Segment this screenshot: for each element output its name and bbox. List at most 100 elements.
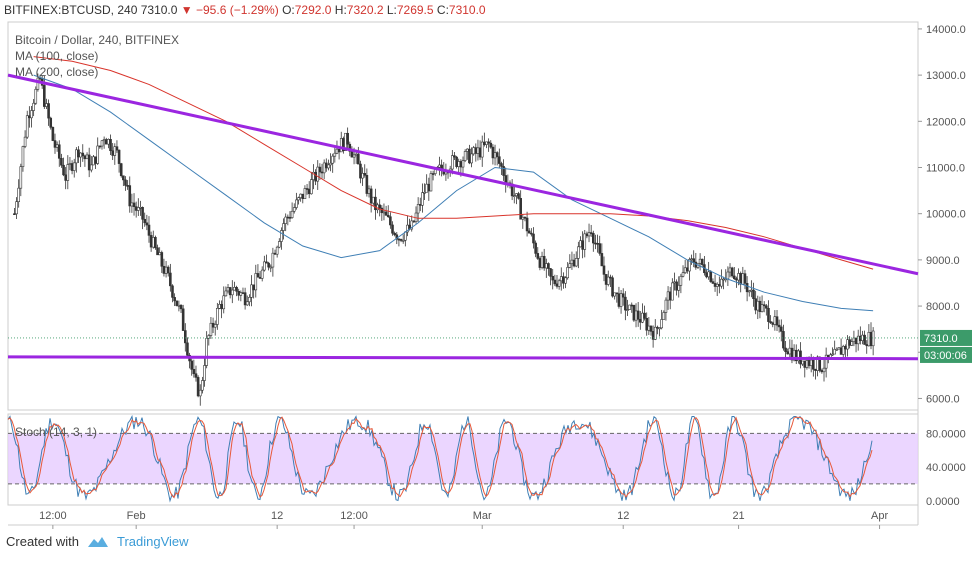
candle-body [649,325,653,332]
candle-body [867,331,871,347]
candle-body [718,283,721,287]
candle-body [645,318,649,331]
candle-body [141,207,144,220]
candle-body [583,233,587,250]
candle-body [461,160,465,168]
candle-body [752,289,755,299]
stoch-tick-label: 0.0000 [926,496,960,508]
change-down-icon: ▼ [180,3,193,17]
candle-body [722,278,725,281]
candle-body [698,258,702,264]
candle-body [361,173,364,179]
price-tick-label: 9000.0 [926,255,960,267]
footer-brand[interactable]: TradingView [116,534,189,549]
candle-body [391,224,394,234]
candle-body [295,199,298,208]
price-tick-label: 12000.0 [926,116,966,128]
candle-body [425,183,428,193]
candle-body [359,163,362,179]
candle-body [367,188,371,194]
candle-body [282,223,285,231]
candle-body [557,280,561,287]
candle-body [277,241,281,248]
close-label: C: [436,3,449,17]
candle-body [179,304,183,310]
candle-body [643,312,646,319]
candle-body [630,304,634,307]
candle-body [126,185,129,187]
candle-body [252,284,255,291]
candle-body [685,267,689,272]
candle-body [327,164,330,169]
candle-body [839,347,843,355]
candle-body [190,360,194,370]
candle-body [786,351,789,355]
candle-body [94,156,97,164]
price-tick-label: 11000.0 [926,163,965,175]
candle-body [835,348,839,351]
candle-body [812,359,815,370]
candle-body [143,218,147,224]
candle-body [619,293,623,307]
candle-body [846,339,849,350]
candle-body [316,166,320,182]
candle-body [301,193,305,200]
candle-body [299,193,302,198]
candle-body [233,286,236,291]
candle-body [401,239,405,242]
candle-body [487,141,490,144]
candle-body [859,335,862,341]
candle-body [380,207,384,213]
candle-body [782,331,785,349]
candle-body [771,322,775,325]
candle-body [572,259,576,267]
candle-body [70,163,74,171]
symbol-label: BITFINEX:BTCUSD, 240 [4,3,138,17]
candle-body [352,154,356,158]
candle-body [493,152,497,159]
candle-body [310,179,313,195]
candle-body [410,220,414,230]
candle-body [160,252,164,267]
candle-body [553,279,557,285]
candle-body [45,103,48,107]
candle-body [760,304,764,312]
candle-body [280,230,283,242]
candle-body [335,148,339,154]
candle-body [737,273,740,281]
candle-body [137,207,140,211]
candle-body [60,158,63,166]
candle-body [241,292,245,294]
candle-body [756,300,760,311]
candle-body [715,283,719,287]
candle-body [92,156,95,166]
candle-body [318,166,322,173]
candle-body [151,237,155,248]
candle-body [239,292,243,296]
candle-body [534,242,537,254]
candle-body [51,127,55,141]
candle-body [320,171,324,174]
candle-body [421,192,424,206]
candle-body [596,243,599,245]
candle-body [286,216,290,219]
candle-body [209,322,213,336]
candle-body [495,152,499,158]
candle-body [525,217,529,232]
candle-body [124,179,127,186]
candle-body [500,163,503,167]
candle-body [523,216,527,219]
candle-body [720,278,723,287]
candle-body [194,373,198,378]
candle-body [389,216,392,226]
candle-body [807,360,811,366]
stoch-band [8,433,918,484]
candle-body [624,296,627,311]
candle-body [220,303,223,310]
candle-body [329,162,332,166]
candle-body [384,211,388,216]
candle-body [559,276,563,282]
candle-body [57,144,61,159]
price-tick-label: 13000.0 [926,70,966,82]
